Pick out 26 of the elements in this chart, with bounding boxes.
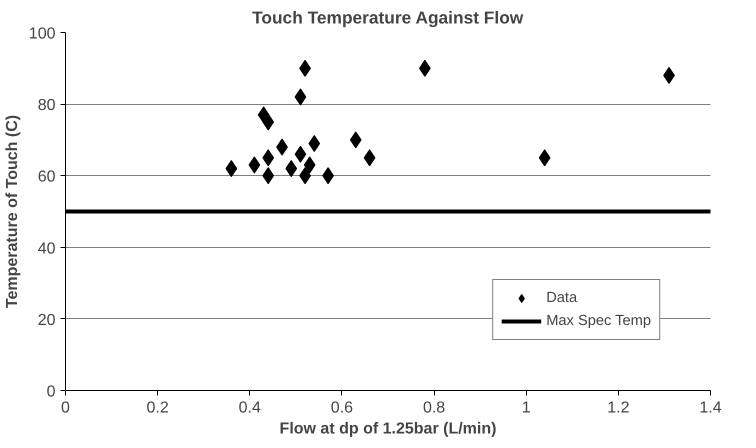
y-axis-title: Temperature of Touch (C) [4, 114, 21, 308]
legend-label: Max Spec Temp [546, 313, 651, 329]
point [350, 131, 362, 148]
x-axis-title: Flow at dp of 1.25bar (L/min) [280, 420, 496, 438]
point [304, 156, 316, 174]
y-tick-label: 40 [38, 240, 56, 258]
point [262, 167, 274, 184]
x-tick-label: 1 [522, 400, 531, 416]
x-tick-label: 0.4 [238, 400, 262, 416]
point [285, 160, 298, 178]
x-tick-label: 0 [61, 400, 70, 416]
y-tick-label: 80 [38, 97, 56, 114]
x-tick-label: 1.4 [699, 400, 722, 416]
point [262, 114, 274, 130]
x-tick-label: 0.8 [422, 400, 446, 416]
y-tick-label: 0 [46, 384, 56, 400]
legend-label: Data [546, 290, 578, 306]
y-tick-label: 20 [38, 312, 56, 329]
x-tick-label: 0.2 [146, 400, 169, 416]
point [308, 134, 320, 152]
chart-title: Touch Temperature Against Flow [252, 8, 524, 28]
point [262, 149, 274, 166]
x-tick-label: 0.6 [330, 400, 354, 416]
y-tick-label: 100 [28, 26, 56, 42]
x-tick-label: 1.2 [607, 400, 630, 416]
y-tick-label: 60 [38, 168, 56, 186]
